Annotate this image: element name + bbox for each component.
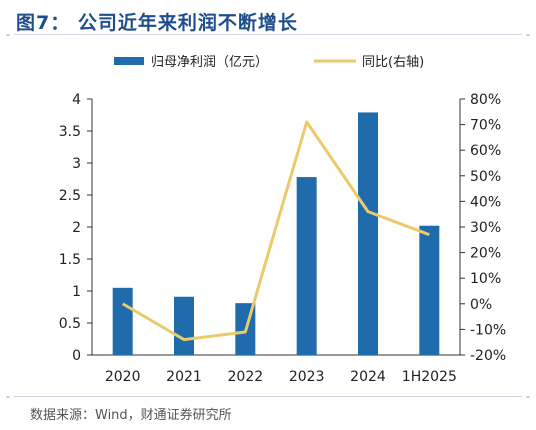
- figure-title: 图7： 公司近年来利润不断增长: [16, 12, 298, 34]
- corner-mark-bottom-left: -: [6, 390, 10, 403]
- x-axis-labels: 2020 2021 2022 2023 2024 1H2025: [105, 369, 457, 385]
- left-tick-label: 3.5: [59, 124, 81, 140]
- x-tick-label: 2023: [289, 369, 325, 385]
- bar: [358, 112, 378, 355]
- left-tick-label: 2.5: [59, 188, 81, 204]
- bar: [174, 296, 194, 355]
- corner-mark-bottom-right: -: [526, 390, 530, 403]
- right-tick-label: 70%: [470, 118, 501, 134]
- x-tick-label: 2021: [166, 369, 202, 385]
- bar: [296, 177, 317, 355]
- left-tick-label: 4: [72, 92, 81, 108]
- left-tick-label: 0.5: [59, 316, 81, 332]
- left-tick-label: 0: [72, 348, 81, 364]
- right-tick-label: 50%: [470, 169, 501, 185]
- right-tick-label: -10%: [470, 322, 506, 338]
- yoy-line: [121, 120, 430, 342]
- x-tick-label: 2024: [350, 369, 386, 385]
- right-axis-ticks: -20% -10% 0% 10% 20% 30% 40% 50% 60% 70% 80%: [460, 92, 506, 364]
- right-tick-label: 30%: [470, 220, 501, 236]
- right-tick-label: 40%: [470, 194, 501, 210]
- x-tick-label: 1H2025: [402, 369, 457, 385]
- corner-mark-top-right: -: [526, 28, 530, 41]
- right-tick-label: 60%: [470, 143, 501, 159]
- legend-line-label: 同比(右轴): [362, 55, 424, 70]
- chart-svg: 归母净利润（亿元） 同比(右轴) 00.511.522.533.54 -20%-…: [59, 55, 506, 385]
- left-tick-label: 1: [72, 284, 81, 300]
- left-tick-label: 3: [72, 156, 81, 172]
- title-divider: [14, 34, 522, 35]
- left-tick-label: 2: [72, 220, 81, 236]
- footer-divider: [14, 396, 522, 397]
- bar: [112, 287, 133, 355]
- x-tick-label: 2020: [105, 369, 141, 385]
- right-tick-label: 20%: [470, 246, 501, 262]
- left-axis-ticks: 0 0.5 1 1.5 2 2.5 3 3.5 4: [59, 92, 92, 364]
- legend-bar-label: 归母净利润（亿元）: [151, 55, 268, 70]
- right-tick-label: -20%: [470, 348, 506, 364]
- legend: 归母净利润（亿元） 同比(右轴): [114, 55, 424, 70]
- corner-mark-top-left: -: [6, 28, 10, 41]
- bar: [419, 225, 440, 355]
- right-tick-label: 10%: [470, 271, 501, 287]
- legend-bar-swatch: [114, 57, 144, 65]
- left-tick-label: 1.5: [59, 252, 81, 268]
- source-note: 数据来源：Wind，财通证券研究所: [30, 408, 232, 423]
- x-tick-label: 2022: [228, 369, 264, 385]
- right-tick-label: 0%: [470, 297, 492, 313]
- bar-series: [112, 112, 440, 355]
- right-tick-label: 80%: [470, 92, 501, 108]
